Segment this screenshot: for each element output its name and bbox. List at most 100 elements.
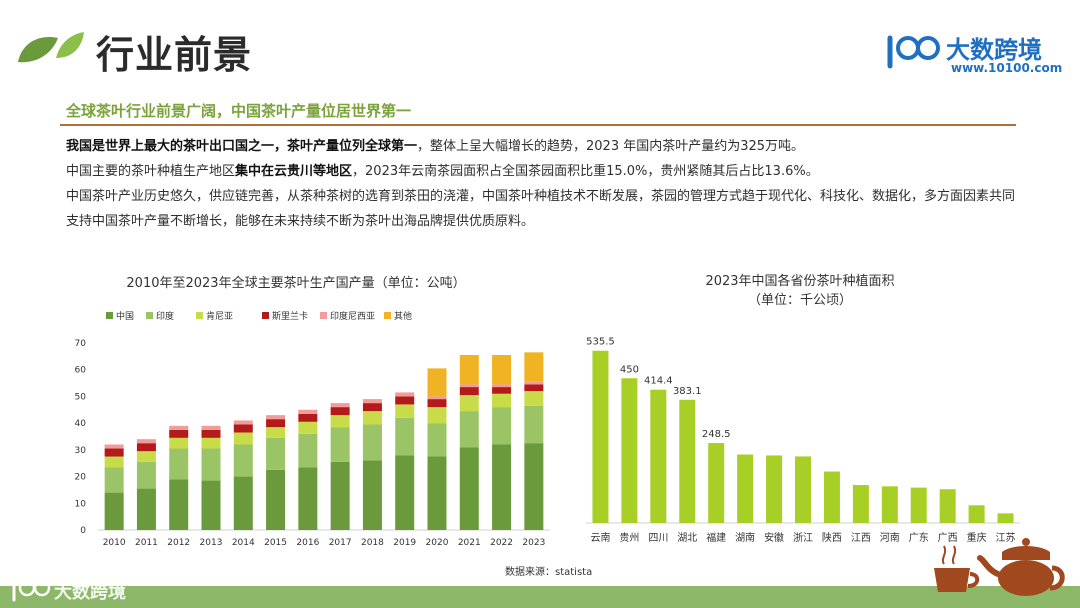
legend-swatch-5 bbox=[384, 312, 391, 319]
paragraph-2: 中国主要的茶叶种植生产地区集中在云贵川等地区，2023年云南茶园面积占全国茶园面… bbox=[66, 159, 1016, 184]
bar-2013-中国 bbox=[201, 480, 221, 530]
bar-2021-中国 bbox=[459, 447, 479, 530]
bar-湖南 bbox=[737, 454, 754, 523]
paragraph-3: 中国茶叶产业历史悠久，供应链完善，从茶种茶树的选育到茶田的浇灌，中国茶叶种植技术… bbox=[66, 189, 1016, 229]
bar-2020-斯里兰卡 bbox=[427, 399, 447, 408]
bar-2014-印度 bbox=[233, 444, 253, 477]
y-tick-0: 0 bbox=[80, 526, 86, 536]
bar-2023-中国 bbox=[524, 443, 544, 530]
bar-2011-斯里兰卡 bbox=[136, 443, 156, 452]
data-label-福建: 248.5 bbox=[702, 429, 731, 440]
bar-2022-中国 bbox=[492, 444, 512, 530]
x-tick-福建: 福建 bbox=[706, 531, 726, 544]
section-subtitle: 全球茶叶行业前景广阔，中国茶叶产量位居世界第一 bbox=[66, 102, 412, 120]
y-tick-2: 20 bbox=[75, 473, 87, 483]
bar-2023-印度尼西亚 bbox=[524, 381, 544, 385]
paragraph-1: 我国是世界上最大的茶叶出口国之一，茶叶产量位列全球第一，整体上呈大幅增长的趋势，… bbox=[66, 134, 1016, 159]
bar-2018-肯尼亚 bbox=[362, 411, 382, 425]
y-tick-7: 70 bbox=[75, 339, 87, 349]
legend-label-0: 中国 bbox=[116, 310, 134, 322]
x-tick-江苏: 江苏 bbox=[996, 531, 1016, 544]
x-tick-2015: 2015 bbox=[264, 538, 287, 548]
bar-重庆 bbox=[968, 505, 985, 523]
bar-2010-中国 bbox=[104, 492, 124, 530]
bar-2018-印度 bbox=[362, 424, 382, 461]
bar-河南 bbox=[881, 486, 898, 523]
chart1-stacked-bar: 中国 印度 肯尼亚 斯里兰卡 印度尼西亚 其他 0 10 20 30 40 50 60 70 2010 201… bbox=[75, 310, 550, 548]
bar-陕西 bbox=[823, 471, 840, 523]
bar-2010-斯里兰卡 bbox=[104, 448, 124, 457]
bar-2023-其他 bbox=[524, 352, 544, 382]
bar-2011-印度尼西亚 bbox=[136, 439, 156, 444]
bar-2017-印度 bbox=[330, 427, 350, 462]
data-label-云南: 535.5 bbox=[586, 337, 615, 348]
bar-2011-肯尼亚 bbox=[136, 451, 156, 462]
bar-2014-印度尼西亚 bbox=[233, 420, 253, 425]
legend-swatch-4 bbox=[320, 312, 327, 319]
paragraph-1-text: ，整体上呈大幅增长的趋势，2023 年国内茶叶产量约为325万吨。 bbox=[417, 139, 805, 154]
bar-2022-其他 bbox=[492, 355, 512, 385]
bar-2010-印度尼西亚 bbox=[104, 444, 124, 449]
bar-2012-斯里兰卡 bbox=[169, 429, 189, 438]
bar-四川 bbox=[650, 389, 667, 523]
bar-2016-肯尼亚 bbox=[298, 421, 318, 434]
bar-2019-中国 bbox=[395, 455, 415, 530]
data-label-湖北: 383.1 bbox=[673, 386, 702, 397]
bar-2020-肯尼亚 bbox=[427, 407, 447, 424]
x-tick-贵州: 贵州 bbox=[619, 531, 639, 544]
logo-mark-icon bbox=[887, 35, 940, 69]
x-tick-湖南: 湖南 bbox=[735, 531, 755, 544]
bar-2013-印度 bbox=[201, 448, 221, 481]
x-tick-云南: 云南 bbox=[590, 531, 610, 544]
bar-2023-印度 bbox=[524, 405, 544, 444]
bar-2023-斯里兰卡 bbox=[524, 384, 544, 392]
paragraph-2-text-b: ，2023年云南茶园面积占全国茶园面积比重15.0%，贵州紧随其后占比13.6%… bbox=[352, 164, 819, 179]
bar-2019-印度尼西亚 bbox=[395, 392, 415, 397]
bar-2013-肯尼亚 bbox=[201, 437, 221, 449]
bar-云南 bbox=[592, 350, 609, 523]
page-title: 行业前景 bbox=[96, 33, 253, 77]
x-tick-江西: 江西 bbox=[851, 532, 871, 544]
paragraph-1-bold: 我国是世界上最大的茶叶出口国之一，茶叶产量位列全球第一 bbox=[66, 139, 418, 154]
legend-swatch-1 bbox=[146, 312, 153, 319]
bar-2014-斯里兰卡 bbox=[233, 424, 253, 433]
bar-2011-印度 bbox=[136, 461, 156, 489]
bar-2013-印度尼西亚 bbox=[201, 425, 221, 430]
bar-2022-印度尼西亚 bbox=[492, 384, 512, 388]
x-tick-四川: 四川 bbox=[648, 533, 668, 544]
x-tick-浙江: 浙江 bbox=[793, 532, 813, 544]
x-tick-2011: 2011 bbox=[135, 538, 158, 548]
bar-2022-肯尼亚 bbox=[492, 393, 512, 408]
legend-label-4: 印度尼西亚 bbox=[330, 310, 375, 322]
bar-2018-斯里兰卡 bbox=[362, 403, 382, 412]
bar-2021-斯里兰卡 bbox=[459, 387, 479, 396]
bar-2021-印度尼西亚 bbox=[459, 384, 479, 388]
footer-logo-name: 大数跨境 bbox=[54, 582, 126, 603]
bar-2015-肯尼亚 bbox=[266, 427, 286, 438]
x-tick-重庆: 重庆 bbox=[967, 531, 987, 544]
x-tick-2022: 2022 bbox=[490, 538, 513, 548]
y-tick-5: 50 bbox=[75, 392, 87, 402]
bar-2020-其他 bbox=[427, 368, 447, 397]
bar-2015-中国 bbox=[266, 469, 286, 530]
bar-2014-中国 bbox=[233, 476, 253, 530]
x-tick-安徽: 安徽 bbox=[764, 531, 784, 544]
bar-2010-肯尼亚 bbox=[104, 456, 124, 468]
bar-2012-中国 bbox=[169, 479, 189, 530]
x-tick-湖北: 湖北 bbox=[677, 532, 697, 544]
x-tick-广东: 广东 bbox=[909, 531, 929, 544]
chart2-title-line2: （单位：千公顷） bbox=[747, 293, 852, 308]
x-tick-2010: 2010 bbox=[103, 538, 126, 548]
bar-2017-斯里兰卡 bbox=[330, 407, 350, 416]
legend-swatch-2 bbox=[196, 312, 203, 319]
bar-2011-中国 bbox=[136, 488, 156, 530]
legend-label-2: 肯尼亚 bbox=[206, 310, 233, 322]
x-tick-2014: 2014 bbox=[232, 538, 255, 548]
y-tick-4: 40 bbox=[75, 419, 87, 429]
bar-广西 bbox=[939, 489, 956, 523]
bar-2020-印度 bbox=[427, 423, 447, 457]
bar-2022-斯里兰卡 bbox=[492, 387, 512, 394]
bar-贵州 bbox=[621, 378, 638, 523]
bar-2014-肯尼亚 bbox=[233, 432, 253, 445]
bar-2019-肯尼亚 bbox=[395, 404, 415, 418]
